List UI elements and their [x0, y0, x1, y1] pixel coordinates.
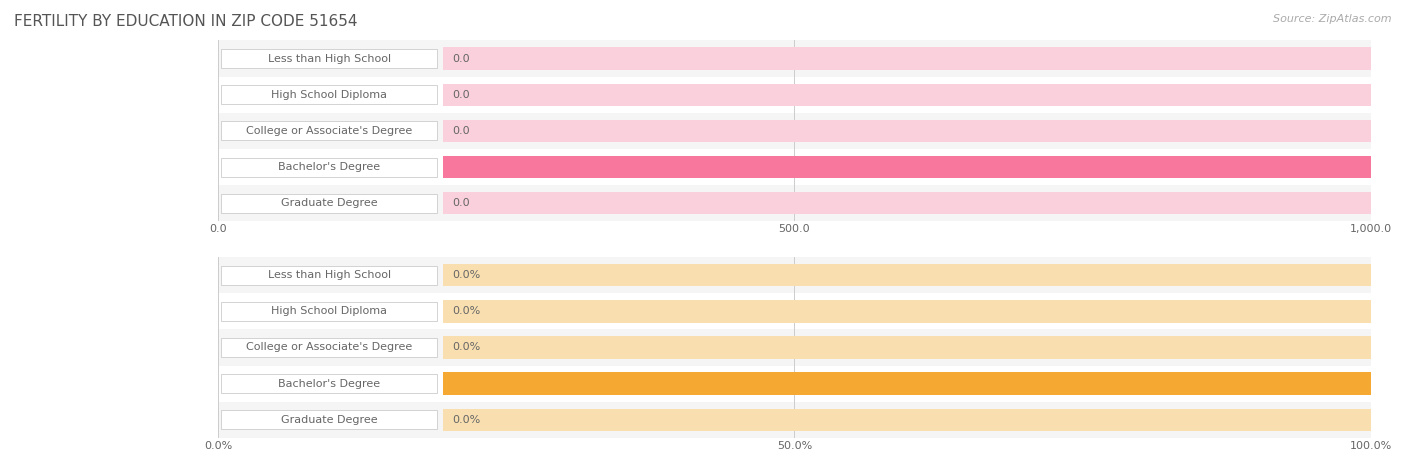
Text: College or Associate's Degree: College or Associate's Degree — [246, 126, 412, 136]
Text: FERTILITY BY EDUCATION IN ZIP CODE 51654: FERTILITY BY EDUCATION IN ZIP CODE 51654 — [14, 14, 357, 30]
Bar — [443, 119, 1371, 142]
Text: Bachelor's Degree: Bachelor's Degree — [278, 162, 381, 172]
Bar — [443, 408, 1371, 431]
Bar — [218, 257, 1371, 293]
Text: Source: ZipAtlas.com: Source: ZipAtlas.com — [1274, 14, 1392, 24]
Text: 0.0%: 0.0% — [451, 342, 481, 353]
Text: 0.0: 0.0 — [451, 126, 470, 136]
Text: 0.0%: 0.0% — [451, 270, 481, 280]
Text: Graduate Degree: Graduate Degree — [281, 415, 378, 425]
Text: 0.0: 0.0 — [451, 89, 470, 100]
Bar — [218, 293, 1371, 329]
Text: High School Diploma: High School Diploma — [271, 306, 387, 317]
Text: College or Associate's Degree: College or Associate's Degree — [246, 342, 412, 353]
Bar — [218, 185, 1371, 221]
Bar — [218, 329, 1371, 366]
Bar — [221, 410, 437, 429]
Bar — [221, 266, 437, 285]
Text: 0.0%: 0.0% — [451, 306, 481, 317]
Bar — [221, 302, 437, 321]
Text: High School Diploma: High School Diploma — [271, 89, 387, 100]
Bar — [443, 372, 1406, 395]
Bar — [443, 156, 1406, 178]
Bar — [443, 83, 1371, 106]
Text: 0.0: 0.0 — [451, 198, 470, 208]
Bar — [218, 149, 1371, 185]
Bar — [221, 374, 437, 393]
Bar — [443, 47, 1371, 70]
Bar — [218, 77, 1371, 113]
Text: Less than High School: Less than High School — [267, 270, 391, 280]
Bar — [218, 402, 1371, 438]
Bar — [221, 194, 437, 213]
Bar — [443, 336, 1371, 359]
Bar — [218, 366, 1371, 402]
Text: 0.0: 0.0 — [451, 53, 470, 64]
Text: 0.0%: 0.0% — [451, 415, 481, 425]
Text: Bachelor's Degree: Bachelor's Degree — [278, 378, 381, 389]
Bar — [443, 156, 1371, 178]
Bar — [221, 338, 437, 357]
Bar — [443, 192, 1371, 215]
Bar — [218, 113, 1371, 149]
Bar — [221, 85, 437, 104]
Bar — [443, 264, 1371, 287]
Bar — [218, 40, 1371, 77]
Bar — [443, 300, 1371, 323]
Text: Less than High School: Less than High School — [267, 53, 391, 64]
Bar — [221, 158, 437, 177]
Bar — [221, 49, 437, 68]
Text: Graduate Degree: Graduate Degree — [281, 198, 378, 208]
Bar — [443, 372, 1371, 395]
Bar — [221, 121, 437, 140]
